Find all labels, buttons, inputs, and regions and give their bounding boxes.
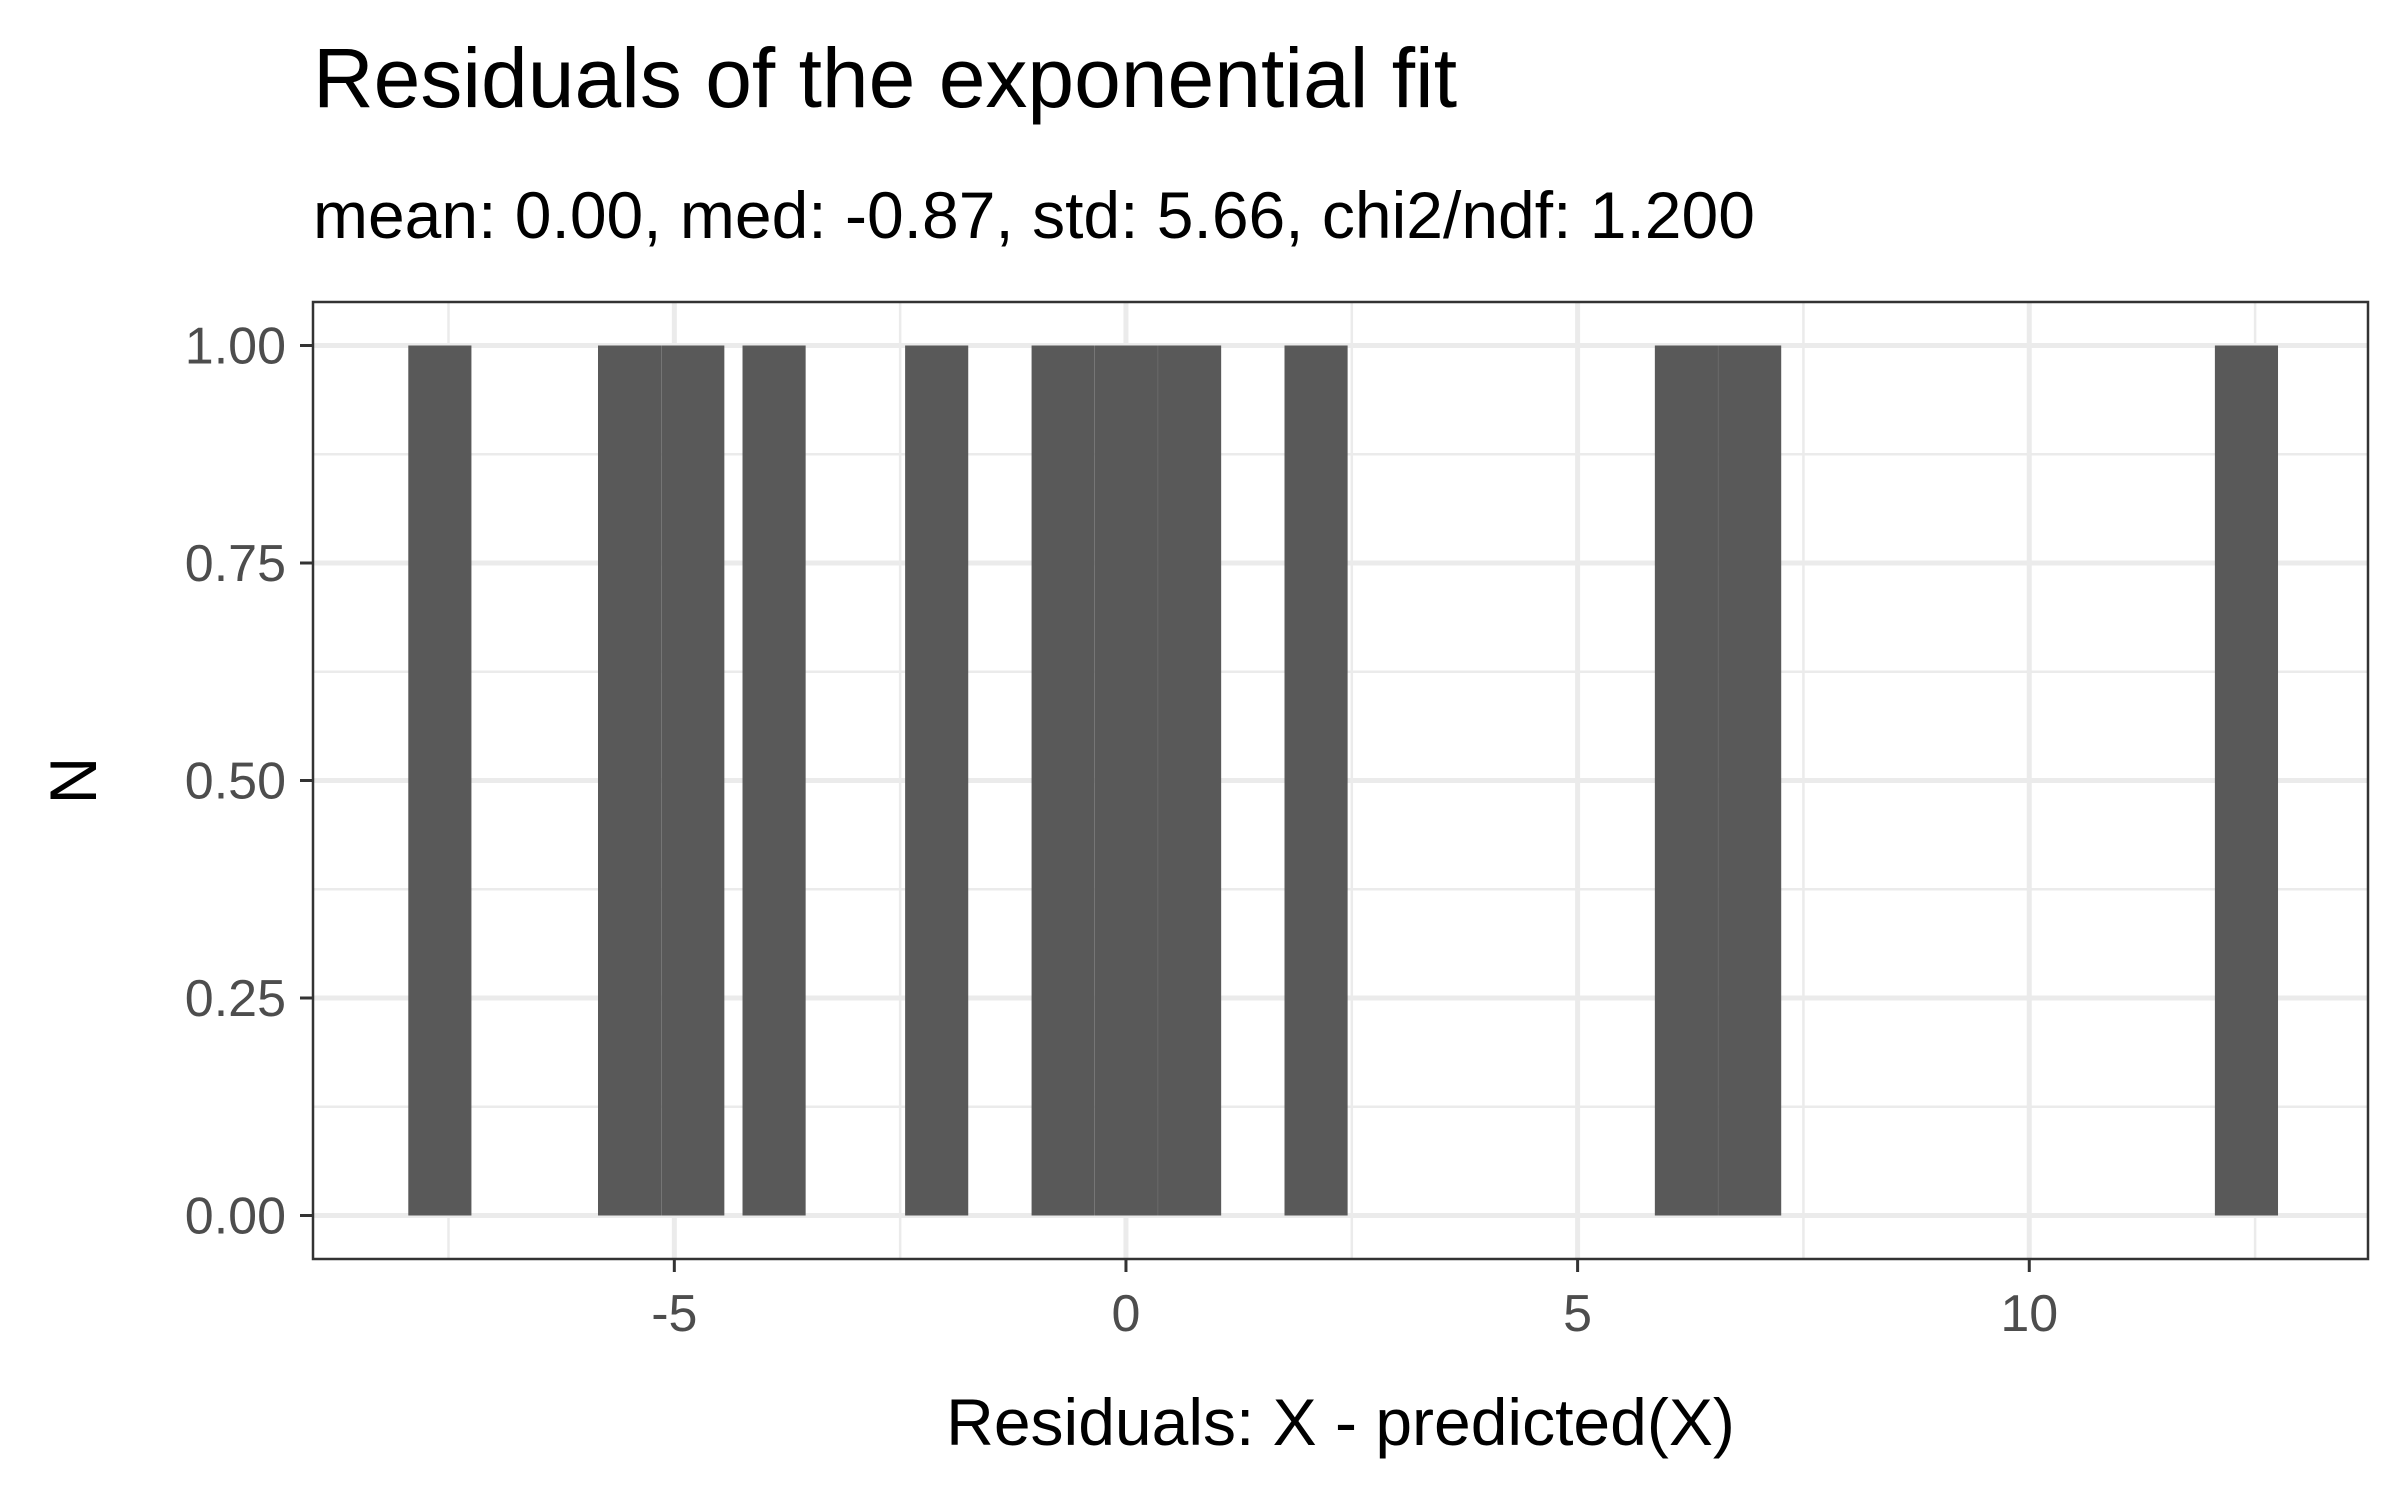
histogram-bar — [597, 345, 662, 1216]
histogram-bar — [742, 345, 806, 1216]
y-tick-label: 0.00 — [185, 1188, 286, 1246]
histogram-bar — [408, 345, 472, 1216]
x-tick-label: -5 — [651, 1285, 697, 1343]
x-tick-label: 10 — [2000, 1285, 2058, 1343]
axis-ticks — [300, 344, 2031, 1272]
histogram-bar — [2214, 345, 2279, 1216]
histogram-bar — [1718, 345, 1782, 1216]
x-tick-label: 5 — [1563, 1285, 1592, 1343]
x-axis-tick-labels: -5 0 5 10 — [651, 1285, 2058, 1343]
y-tick-label: 0.75 — [185, 535, 286, 593]
histogram-bar — [1031, 345, 1095, 1216]
y-tick-label: 1.00 — [185, 318, 286, 376]
histogram-bar — [661, 345, 725, 1216]
y-axis-title: N — [36, 757, 110, 805]
x-tick-label: 0 — [1112, 1285, 1141, 1343]
x-axis-title: Residuals: X - predicted(X) — [946, 1385, 1735, 1459]
histogram-bars — [408, 345, 2279, 1216]
chart-title: Residuals of the exponential fit — [313, 31, 1457, 125]
y-tick-label: 0.50 — [185, 753, 286, 811]
histogram-bar — [1094, 345, 1158, 1216]
histogram-bar — [1284, 345, 1348, 1216]
chart-subtitle: mean: 0.00, med: -0.87, std: 5.66, chi2/… — [313, 178, 1755, 252]
y-axis-tick-labels: 0.00 0.25 0.50 0.75 1.00 — [185, 318, 286, 1246]
y-tick-label: 0.25 — [185, 970, 286, 1028]
histogram-bar — [1654, 345, 1718, 1216]
histogram-bar — [905, 345, 969, 1216]
histogram-bar — [1158, 345, 1222, 1216]
